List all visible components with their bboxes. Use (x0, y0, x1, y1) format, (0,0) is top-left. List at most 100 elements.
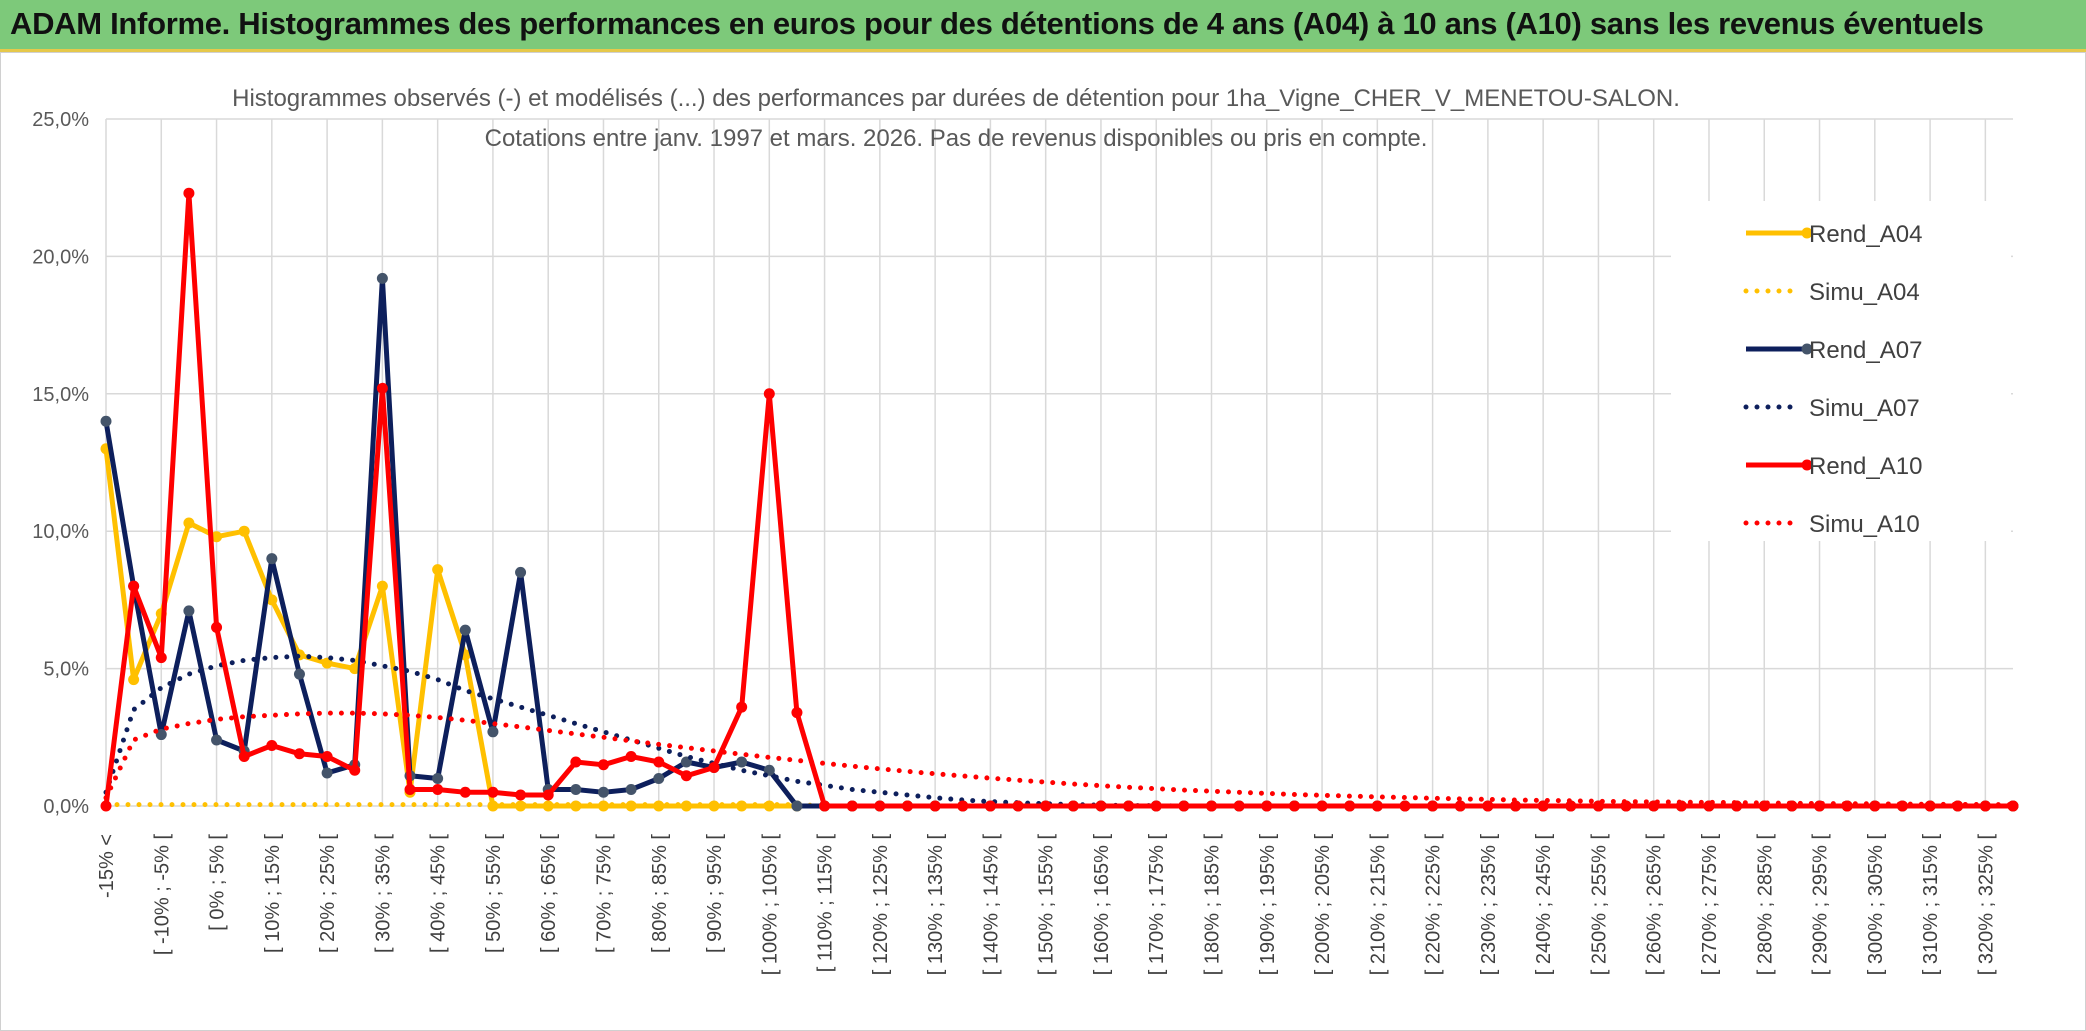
rend-a10-point (708, 762, 720, 774)
rend-a10-point (1178, 800, 1190, 812)
rend-a10-point (1510, 800, 1522, 812)
rend-a10-point (901, 800, 913, 812)
x-tick-label: [ 50% ; 55% [ (483, 834, 505, 953)
x-tick-label: [ 160% ; 165% [ (1091, 834, 1113, 976)
rend-a10-point (1537, 800, 1549, 812)
rend-a10-point (1095, 800, 1107, 812)
rend-a04-point (349, 663, 361, 675)
x-tick-label: [ -10% ; -5% [ (151, 834, 173, 956)
rend-a07-point (293, 668, 305, 680)
x-tick-label: [ 60% ; 65% [ (538, 834, 560, 953)
x-tick-label: [ 40% ; 45% [ (428, 834, 450, 953)
series-layer (100, 187, 2019, 812)
rend-a10-point (1123, 800, 1135, 812)
y-tick-label: 0,0% (43, 796, 89, 818)
legend-label-simu-a07: Simu_A07 (1809, 395, 1920, 422)
rend-a10-point (1067, 800, 1079, 812)
rend-a10-point (376, 382, 388, 394)
y-tick-label: 10,0% (32, 521, 89, 543)
rend-a10-point (293, 748, 305, 760)
rend-a10-point (100, 800, 112, 812)
chart-title-line-1: Histogrammes observés (-) et modélisés (… (232, 85, 1680, 112)
legend-label-simu-a04: Simu_A04 (1809, 279, 1920, 306)
x-tick-label: [ 140% ; 145% [ (980, 834, 1002, 976)
rend-a07-point (211, 734, 223, 746)
rend-a10-point (957, 800, 969, 812)
y-axis-ticks: 0,0% 5,0% 10,0% 15,0% 20,0% 25,0% (32, 109, 89, 818)
report-banner: ADAM Informe. Histogrammes des performan… (0, 0, 2086, 52)
rend-a07-point (736, 756, 748, 768)
x-tick-label: [ 30% ; 35% [ (372, 834, 394, 953)
rend-a10-point (653, 756, 665, 768)
x-tick-label: [ 110% ; 115% [ (815, 834, 837, 973)
histogram-chart: 0,0% 5,0% 10,0% 15,0% 20,0% 25,0% -15% < [ -10… (32, 85, 2019, 976)
rend-a10-point (238, 751, 250, 763)
rend-a10-point (155, 652, 167, 664)
rend-a10-point (1344, 800, 1356, 812)
rend-a04-point (376, 580, 388, 592)
rend-a07-point (597, 786, 609, 798)
rend-a10-point (984, 800, 996, 812)
rend-a07-point (321, 767, 333, 779)
rend-a10-point (459, 786, 471, 798)
x-tick-label: [ 240% ; 245% [ (1533, 834, 1555, 976)
x-tick-label: [ 80% ; 85% [ (649, 834, 671, 953)
x-tick-label: [ 120% ; 125% [ (870, 834, 892, 976)
rend-a10-point (1012, 800, 1024, 812)
legend-label-rend-a07: Rend_A07 (1809, 337, 1922, 364)
y-tick-label: 5,0% (43, 659, 89, 681)
rend-a04-point (432, 564, 444, 576)
simu-a07-line (103, 653, 2016, 809)
x-tick-label: [ 20% ; 25% [ (317, 834, 339, 953)
rend-a04-point (238, 525, 250, 537)
rend-a07-point (570, 784, 582, 796)
report-title: ADAM Informe. Histogrammes des performan… (10, 6, 1984, 41)
legend-marker-rend-a10 (1801, 459, 1813, 471)
rend-a07-point (625, 784, 637, 796)
rend-a10-point (597, 759, 609, 771)
rend-a10-point (1427, 800, 1439, 812)
rend-a10-point (1288, 800, 1300, 812)
rend-a10-point (128, 580, 140, 592)
x-tick-label: [ 260% ; 265% [ (1644, 834, 1666, 976)
rend-a10-line (103, 190, 2013, 809)
rend-a10-point (183, 187, 195, 199)
x-tick-label: [ 320% ; 325% [ (1975, 834, 1997, 976)
x-tick-label: [ 280% ; 285% [ (1754, 834, 1776, 976)
x-tick-label: [ 190% ; 195% [ (1257, 834, 1279, 976)
rend-a07-point (155, 729, 167, 741)
rend-a10-point (487, 786, 499, 798)
legend-marker-rend-a07 (1801, 343, 1813, 355)
legend-label-rend-a04: Rend_A04 (1809, 221, 1922, 248)
x-tick-label: -15% < (96, 834, 118, 898)
rend-a10-point (625, 751, 637, 763)
rend-a10-point (515, 789, 527, 801)
y-tick-label: 25,0% (32, 109, 89, 131)
x-tick-label: [ 150% ; 155% [ (1036, 834, 1058, 976)
rend-a10-point (1040, 800, 1052, 812)
chart-title-block: Histogrammes observés (-) et modélisés (… (232, 85, 1680, 152)
rend-a10-point (1316, 800, 1328, 812)
x-tick-label: [ 300% ; 305% [ (1865, 834, 1887, 976)
x-tick-label: [ 250% ; 255% [ (1588, 834, 1610, 976)
rend-a10-point (432, 784, 444, 796)
rend-a10-point (1150, 800, 1162, 812)
x-tick-label: [ 310% ; 315% [ (1920, 834, 1942, 976)
rend-a10-point (570, 756, 582, 768)
rend-a10-point (542, 789, 554, 801)
rend-a10-point (929, 800, 941, 812)
rend-a07-point (376, 272, 388, 284)
rend-a10-point (1206, 800, 1218, 812)
x-axis-ticks: -15% < [ -10% ; -5% [[ 0% ; 5% [[ 10% ; 1… (96, 834, 1997, 976)
x-tick-label: [ 270% ; 275% [ (1699, 834, 1721, 976)
chart-title-line-2: Cotations entre janv. 1997 et mars. 2026… (485, 125, 1428, 152)
simu-a10-line (103, 710, 2016, 808)
rend-a10-point (321, 751, 333, 763)
rend-a10-point (1482, 800, 1494, 812)
rend-a07-point (432, 773, 444, 785)
rend-a07-point (266, 553, 278, 565)
rend-a10-point (404, 784, 416, 796)
rend-a07-point (791, 800, 803, 812)
rend-a04-point (211, 531, 223, 543)
rend-a10-point (1371, 800, 1383, 812)
